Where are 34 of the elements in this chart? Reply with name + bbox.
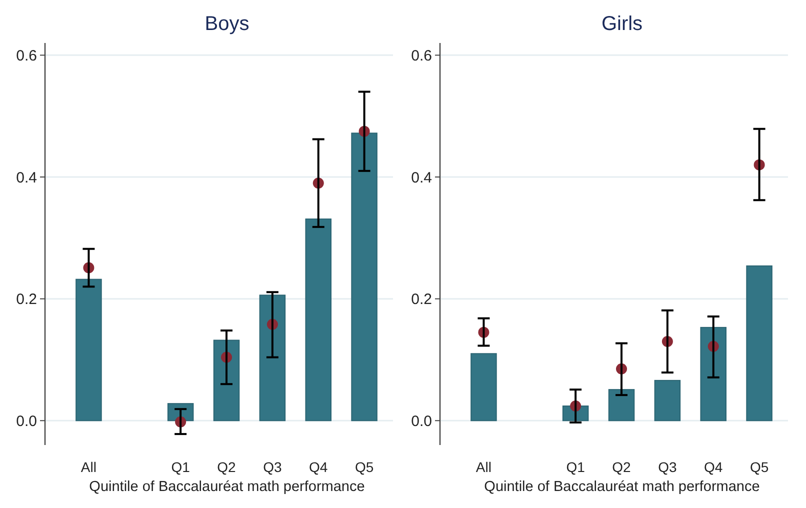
y-tick-label: 0.0 [411, 412, 432, 430]
bar [654, 380, 681, 422]
x-tick-label: Q3 [263, 459, 282, 475]
y-tick-label: 0.4 [16, 169, 37, 186]
bar [608, 389, 635, 422]
x-tick-label: Q5 [354, 459, 374, 475]
x-axis-title: Quintile of Baccalauréat math performance [89, 479, 365, 495]
y-tick-label: 0.0 [16, 412, 37, 430]
x-tick-label: Q3 [658, 459, 677, 475]
bar [76, 278, 102, 422]
y-tick-label: 0.4 [411, 169, 432, 186]
y-tick-label: 0.6 [16, 47, 37, 64]
bar [259, 294, 286, 422]
bar [305, 218, 332, 422]
y-tick-label: 0.6 [411, 47, 432, 64]
x-tick-label: Q1 [566, 459, 586, 475]
chart-title: Girls [601, 13, 643, 35]
bar [700, 326, 726, 422]
x-tick-label: Q2 [217, 459, 236, 475]
x-tick-label: Q4 [704, 459, 723, 475]
bar [213, 340, 240, 422]
bar [470, 353, 497, 422]
x-tick-label: Q4 [309, 459, 328, 475]
x-axis-title: Quintile of Baccalauréat math performance [484, 479, 760, 495]
y-tick-label: 0.2 [411, 291, 432, 308]
bar [351, 132, 378, 422]
y-tick-label: 0.2 [16, 291, 37, 308]
x-tick-label: Q2 [612, 459, 632, 475]
chart-title: Boys [204, 13, 250, 35]
bar [746, 265, 772, 422]
x-tick-label: All [80, 459, 96, 475]
x-tick-label: Q5 [750, 459, 769, 475]
x-tick-label: Q1 [171, 459, 190, 475]
x-tick-label: All [476, 459, 492, 475]
